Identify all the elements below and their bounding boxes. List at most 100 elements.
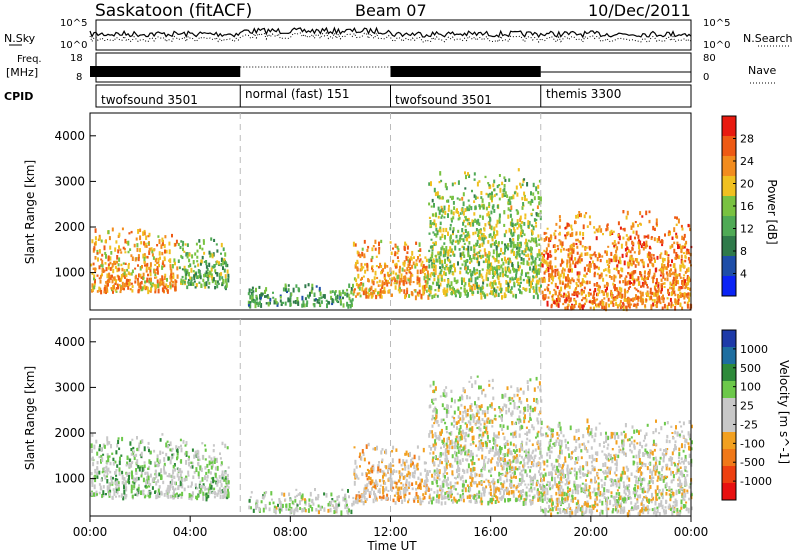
radar-echo bbox=[147, 256, 149, 259]
radar-echo bbox=[459, 271, 461, 275]
radar-echo bbox=[516, 498, 518, 502]
radar-echo bbox=[554, 244, 556, 248]
radar-echo bbox=[111, 480, 113, 484]
radar-echo bbox=[491, 290, 493, 295]
radar-echo bbox=[260, 297, 262, 300]
radar-echo bbox=[441, 260, 443, 264]
radar-echo bbox=[468, 381, 470, 383]
radar-echo bbox=[144, 446, 146, 451]
radar-echo bbox=[569, 260, 571, 263]
radar-echo bbox=[215, 280, 217, 285]
radar-echo bbox=[144, 464, 146, 468]
radar-echo bbox=[258, 507, 260, 512]
radar-echo bbox=[385, 281, 387, 284]
radar-echo bbox=[118, 495, 120, 497]
radar-echo bbox=[491, 420, 493, 424]
radar-echo bbox=[445, 228, 447, 232]
radar-echo bbox=[155, 470, 157, 473]
radar-echo bbox=[153, 249, 155, 252]
radar-echo bbox=[373, 245, 375, 247]
radar-echo bbox=[392, 465, 394, 467]
radar-echo bbox=[567, 274, 569, 278]
radar-echo bbox=[136, 459, 138, 464]
colorbar-tick-label: 24 bbox=[740, 155, 754, 168]
radar-echo bbox=[474, 380, 476, 384]
radar-echo bbox=[538, 264, 540, 266]
radar-echo bbox=[112, 496, 114, 500]
radar-echo bbox=[175, 243, 177, 246]
radar-echo bbox=[115, 481, 117, 484]
radar-echo bbox=[213, 239, 215, 242]
radar-echo bbox=[357, 293, 359, 296]
radar-echo bbox=[391, 481, 393, 484]
radar-echo bbox=[112, 279, 114, 283]
radar-echo bbox=[132, 285, 134, 288]
radar-echo bbox=[519, 183, 521, 186]
radar-echo bbox=[154, 462, 156, 465]
radar-echo bbox=[210, 487, 212, 489]
radar-echo bbox=[462, 251, 464, 255]
radar-echo bbox=[521, 197, 523, 200]
radar-echo bbox=[201, 468, 203, 472]
radar-echo bbox=[674, 294, 676, 297]
radar-echo bbox=[637, 276, 639, 281]
radar-echo bbox=[443, 392, 445, 397]
radar-echo bbox=[185, 243, 187, 245]
radar-echo bbox=[461, 197, 463, 201]
radar-echo bbox=[488, 251, 490, 255]
radar-echo bbox=[355, 474, 357, 478]
radar-echo bbox=[575, 287, 577, 290]
radar-echo bbox=[307, 295, 309, 298]
radar-echo bbox=[597, 293, 599, 296]
colorbar-segment bbox=[722, 236, 736, 257]
radar-echo bbox=[443, 289, 445, 293]
radar-echo bbox=[429, 430, 431, 434]
radar-echo bbox=[372, 281, 374, 284]
radar-echo bbox=[586, 299, 588, 303]
radar-echo bbox=[94, 484, 96, 489]
radar-echo bbox=[385, 450, 387, 454]
radar-echo bbox=[433, 278, 435, 281]
radar-echo bbox=[402, 468, 404, 470]
radar-echo bbox=[301, 508, 303, 512]
radar-echo bbox=[290, 293, 292, 296]
radar-echo bbox=[457, 446, 459, 449]
radar-echo bbox=[394, 282, 396, 284]
radar-echo bbox=[109, 236, 111, 240]
radar-echo bbox=[676, 254, 678, 259]
radar-echo bbox=[673, 242, 675, 245]
radar-echo bbox=[535, 225, 537, 228]
radar-echo bbox=[217, 466, 219, 471]
radar-echo bbox=[450, 224, 452, 227]
radar-echo bbox=[504, 393, 506, 397]
radar-echo bbox=[575, 215, 577, 219]
radar-echo bbox=[115, 475, 117, 477]
radar-echo bbox=[672, 237, 674, 240]
radar-echo bbox=[222, 266, 224, 270]
radar-echo bbox=[110, 277, 112, 280]
radar-echo bbox=[392, 458, 394, 463]
radar-echo bbox=[478, 232, 480, 235]
radar-echo bbox=[580, 241, 582, 245]
radar-echo bbox=[215, 467, 217, 471]
radar-echo bbox=[549, 250, 551, 253]
radar-echo bbox=[606, 251, 608, 253]
radar-echo bbox=[555, 283, 557, 288]
radar-echo bbox=[121, 493, 123, 498]
radar-echo bbox=[109, 246, 111, 250]
radar-echo bbox=[490, 244, 492, 246]
radar-echo bbox=[571, 233, 573, 237]
radar-echo bbox=[178, 495, 180, 498]
radar-echo bbox=[101, 457, 103, 462]
radar-echo bbox=[317, 299, 319, 304]
radar-echo bbox=[635, 264, 637, 268]
radar-echo bbox=[537, 386, 539, 389]
radar-echo bbox=[555, 230, 557, 232]
radar-echo bbox=[324, 294, 326, 299]
radar-echo bbox=[532, 275, 534, 277]
radar-echo bbox=[618, 291, 620, 296]
radar-echo bbox=[465, 267, 467, 270]
radar-echo bbox=[180, 445, 182, 448]
radar-echo bbox=[448, 259, 450, 262]
